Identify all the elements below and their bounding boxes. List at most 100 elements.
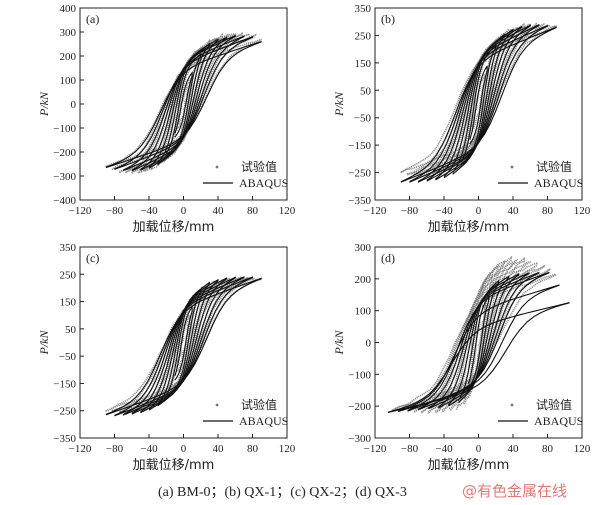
panel-d: −120 −80 −40 0 40 80 120 −300 −200 −100 0 100 200 300… (332, 242, 591, 473)
abaqus-loop (409, 24, 549, 183)
abaqus-loop (140, 36, 228, 171)
legend: 试验值 ABAQUS (203, 159, 288, 190)
y-tick-label: 100 (355, 306, 372, 318)
panel-b: −120 −80 −40 0 40 80 120 −350 −250 −150 −50 50 150 25… (332, 3, 591, 235)
test-loop (469, 302, 486, 385)
y-axis-label: P/kN (37, 91, 51, 117)
abaqus-loop (140, 277, 228, 414)
legend: 试验值 ABAQUS (203, 397, 288, 428)
x-tick-label: 80 (247, 205, 259, 217)
panel-a: −120 −80 −40 0 40 80 120−400−300−200−100010020… (37, 3, 296, 235)
x-tick-label: −80 (401, 443, 419, 455)
legend-marker-test (215, 403, 219, 407)
plot-area (105, 275, 263, 417)
panel-label: (c) (86, 251, 99, 265)
y-tick-label: 350 (60, 242, 77, 254)
test-loop (105, 277, 263, 412)
test-loop (446, 29, 513, 171)
abaqus-loop (387, 302, 570, 414)
legend: 试验值 ABAQUS (498, 159, 583, 190)
y-tick-label: 200 (355, 274, 372, 286)
y-tick-label: −200 (53, 147, 76, 159)
y-tick-label: 50 (65, 324, 77, 336)
test-loop (124, 31, 243, 174)
test-loop (111, 33, 257, 171)
x-tick-label: 80 (542, 205, 554, 217)
plot-area (105, 31, 262, 174)
series-abaqus (400, 23, 557, 183)
legend-label-test: 试验值 (536, 159, 572, 174)
legend-label-test: 试验值 (536, 397, 572, 412)
abaqus-loop (105, 40, 262, 169)
y-tick-label: 0 (366, 338, 372, 350)
abaqus-loop (174, 304, 193, 381)
x-tick-label: 120 (279, 443, 296, 455)
y-tick-label: −350 (348, 195, 371, 207)
figure-caption: (a) BM-0；(b) QX-1；(c) QX-2；(d) QX-3 (158, 485, 407, 500)
y-tick-label: 300 (355, 242, 372, 254)
y-tick-label: −250 (53, 406, 76, 418)
abaqus-loop (397, 284, 560, 413)
series-test (400, 22, 558, 179)
x-tick-label: −80 (106, 205, 124, 217)
panel-label: (a) (86, 12, 99, 26)
y-axis-label: P/kN (332, 91, 346, 117)
x-axis-label: 加载位移/mm (428, 220, 510, 235)
panel-c: −120 −80 −40 0 40 80 120 −350 −250 −150 −50 50 150 25… (37, 242, 296, 473)
x-axis-label: 加载位移/mm (428, 458, 510, 473)
y-tick-label: 200 (60, 51, 77, 63)
series-abaqus (105, 34, 262, 172)
abaqus-loop (427, 272, 530, 410)
x-tick-label: −40 (140, 205, 158, 217)
x-tick-label: −120 (364, 205, 387, 217)
legend-label-abaqus: ABAQUS (534, 176, 583, 190)
watermark: @有色金属在线 (462, 482, 568, 500)
y-tick-label: −250 (348, 168, 371, 180)
series-abaqus (105, 276, 262, 417)
panel-label: (d) (381, 251, 395, 265)
x-tick-label: 40 (508, 205, 520, 217)
abaqus-loop (105, 277, 262, 416)
test-loop (143, 33, 224, 172)
test-loop (463, 274, 493, 405)
legend-label-abaqus: ABAQUS (239, 176, 288, 190)
y-tick-label: 250 (355, 30, 372, 42)
legend-label-test: 试验值 (241, 159, 277, 174)
test-loop (434, 258, 519, 414)
abaqus-loop (174, 70, 193, 138)
abaqus-loop (417, 23, 540, 183)
x-tick-label: 120 (574, 443, 591, 455)
y-tick-label: −400 (53, 195, 76, 207)
test-loop (455, 263, 499, 411)
x-tick-label: 120 (279, 205, 296, 217)
test-loop (118, 33, 251, 174)
panel-label: (b) (381, 12, 395, 26)
y-tick-label: −100 (53, 123, 76, 135)
y-tick-label: −200 (348, 401, 371, 413)
plot-area (400, 22, 558, 183)
abaqus-loop (114, 36, 254, 170)
y-tick-label: −300 (348, 433, 371, 445)
legend-label-abaqus: ABAQUS (239, 414, 288, 428)
test-loop (137, 277, 231, 412)
abaqus-loop (114, 276, 254, 417)
x-axis-label: 加载位移/mm (133, 458, 215, 473)
figure: −120 −80 −40 0 40 80 120−400−300−200−100010020… (37, 3, 591, 473)
y-tick-label: −150 (348, 140, 371, 152)
legend-marker-test (215, 165, 219, 169)
y-tick-label: −50 (354, 113, 372, 125)
y-tick-label: −300 (53, 171, 76, 183)
y-tick-label: 0 (71, 99, 77, 111)
x-tick-label: 40 (213, 205, 225, 217)
x-tick-label: −120 (69, 205, 92, 217)
y-tick-label: −350 (53, 433, 76, 445)
y-tick-label: 150 (60, 297, 77, 309)
x-tick-label: −40 (140, 443, 158, 455)
x-tick-label: 0 (476, 443, 482, 455)
test-loop (419, 22, 538, 177)
x-tick-label: −80 (106, 443, 124, 455)
abaqus-loop (426, 24, 531, 182)
test-loop (427, 256, 526, 415)
figure-caption-row: (a) BM-0；(b) QX-1；(c) QX-2；(d) QX-3 @有色金… (0, 478, 600, 502)
test-loop (471, 74, 486, 132)
